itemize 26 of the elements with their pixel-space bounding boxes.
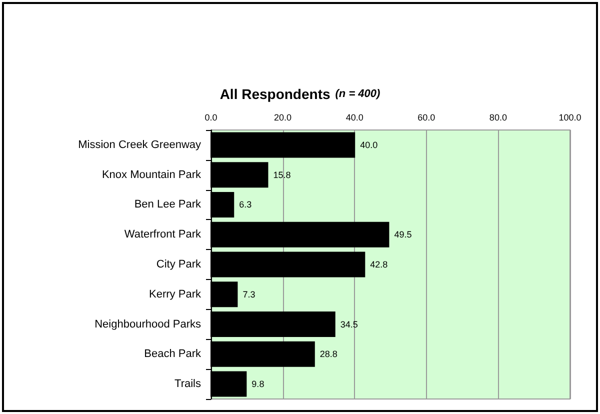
x-tick-label: 100.0 (558, 112, 582, 122)
data-label: 42.8 (370, 260, 388, 270)
data-label: 28.8 (320, 349, 338, 360)
y-tick-label: Trails (174, 378, 202, 390)
chart-title: All Respondents (220, 86, 330, 102)
data-label: 9.8 (252, 379, 264, 390)
y-tick-label: Ben Lee Park (134, 198, 202, 211)
y-tick-label: Mission Creek Greenway (78, 138, 202, 151)
y-tick-label: Beach Park (144, 348, 202, 360)
chart-subtitle: (n = 400) (335, 88, 381, 100)
x-tick-label: 60.0 (418, 112, 436, 122)
data-label: 49.5 (394, 230, 412, 240)
y-tick-label: City Park (156, 258, 202, 270)
y-tick-label: Kerry Park (149, 288, 202, 300)
y-tick-label: Waterfront Park (124, 228, 202, 241)
data-label: 7.3 (242, 289, 256, 300)
y-tick-label: Neighbourhood Parks (94, 318, 202, 330)
y-tick-label: Knox Mountain Park (102, 168, 202, 181)
x-tick-label: 80.0 (489, 112, 507, 122)
data-label: 6.3 (239, 200, 252, 210)
x-tick-label: 0.0 (204, 112, 218, 122)
data-label: 40.0 (360, 140, 378, 150)
x-tick-label: 20.0 (274, 112, 292, 122)
x-tick-label: 40.0 (346, 112, 364, 122)
data-label: 15.8 (273, 170, 291, 180)
data-label: 34.5 (340, 319, 358, 330)
